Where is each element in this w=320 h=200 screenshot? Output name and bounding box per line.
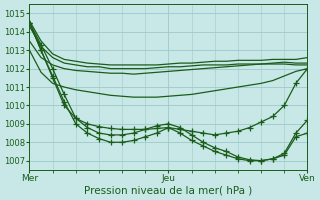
X-axis label: Pression niveau de la mer( hPa ): Pression niveau de la mer( hPa ) — [84, 186, 252, 196]
